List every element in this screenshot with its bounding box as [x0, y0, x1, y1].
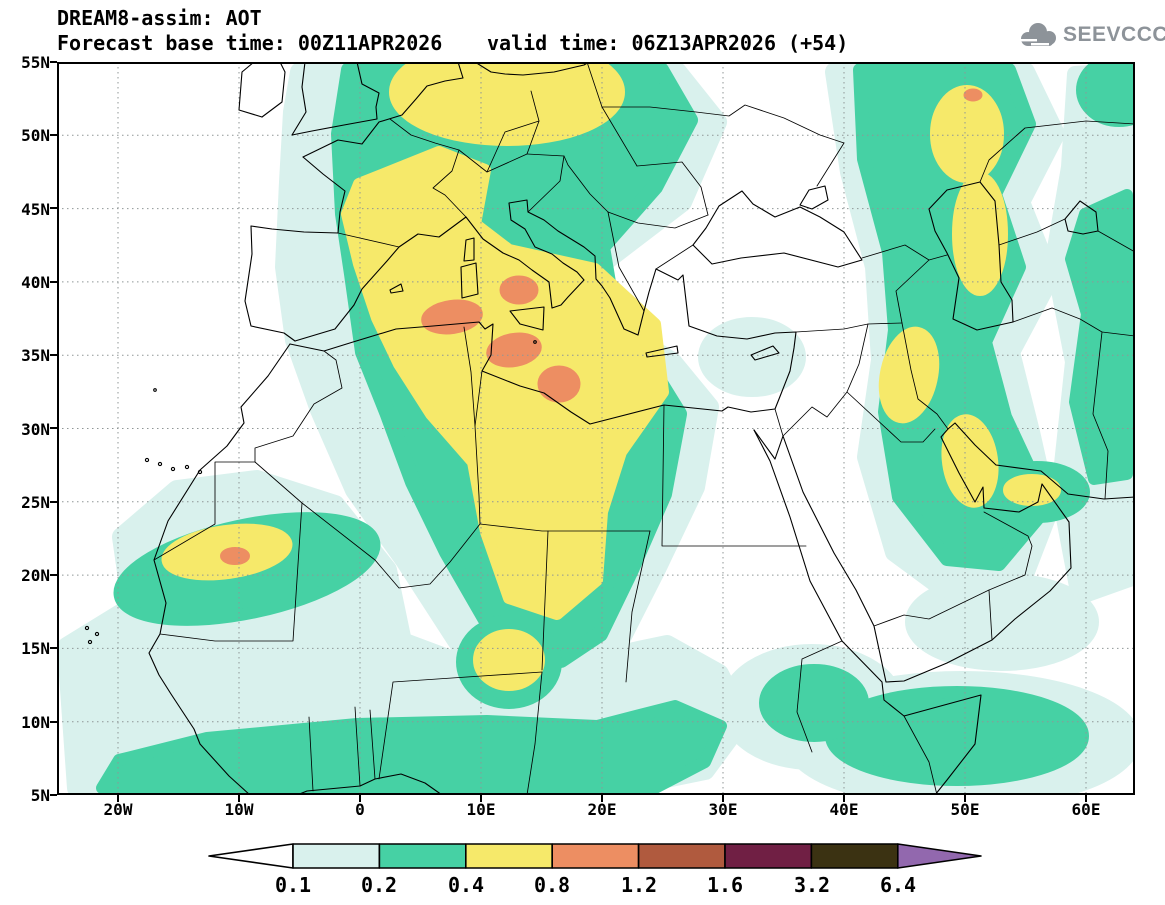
- lat-tick-label: 55N: [21, 53, 50, 72]
- tick-mark: [843, 795, 845, 802]
- tick-mark: [601, 795, 603, 802]
- lat-tick-label: 5N: [30, 786, 50, 805]
- tick-mark: [964, 795, 966, 802]
- seevccc-logo: SEEVCCC: [1015, 18, 1165, 52]
- lat-tick-label: 50N: [21, 126, 50, 145]
- colorbar-label: 0.1: [274, 873, 312, 897]
- logo-text: SEEVCCC: [1063, 23, 1165, 46]
- tick-mark: [50, 721, 57, 723]
- lat-tick-label: 30N: [21, 420, 50, 439]
- lat-tick-label: 15N: [21, 639, 50, 658]
- colorbar-label: 0.2: [360, 873, 398, 897]
- tick-mark: [50, 61, 57, 63]
- tick-mark: [50, 574, 57, 576]
- chart-title: DREAM8-assim: AOT: [57, 6, 262, 30]
- colorbar-left-arrow: [208, 843, 294, 869]
- lon-tick-label: 10W: [224, 800, 254, 819]
- tick-mark: [50, 647, 57, 649]
- tick-mark: [480, 795, 482, 802]
- lon-tick-label: 30E: [708, 800, 738, 819]
- colorbar-segment: [810, 843, 899, 869]
- tick-mark: [50, 281, 57, 283]
- lat-tick-label: 20N: [21, 566, 50, 585]
- tick-mark: [50, 134, 57, 136]
- colorbar-right-arrow: [896, 843, 982, 869]
- colorbar-label: 1.6: [706, 873, 744, 897]
- tick-mark: [50, 501, 57, 503]
- colorbar: [208, 843, 982, 869]
- tick-mark: [50, 207, 57, 209]
- map-frame: [57, 62, 1135, 795]
- lon-tick-label: 10E: [466, 800, 496, 819]
- lat-tick-label: 25N: [21, 493, 50, 512]
- colorbar-segment: [724, 843, 813, 869]
- colorbar-segment: [378, 843, 467, 869]
- forecast-base-time: Forecast base time: 00Z11APR2026: [57, 31, 443, 55]
- lat-tick-label: 40N: [21, 273, 50, 292]
- colorbar-label: 1.2: [620, 873, 658, 897]
- lon-tick-label: 60E: [1071, 800, 1101, 819]
- tick-mark: [50, 427, 57, 429]
- tick-mark: [50, 794, 57, 796]
- tick-mark: [722, 795, 724, 802]
- colorbar-segment: [464, 843, 553, 869]
- colorbar-segment: [637, 843, 726, 869]
- lon-tick-label: 20E: [587, 800, 617, 819]
- colorbar-segment: [551, 843, 640, 869]
- aot-fill-level-0p8: [220, 88, 983, 565]
- cloud-icon: [1021, 23, 1056, 46]
- map-canvas: [57, 62, 1135, 795]
- lat-tick-label: 35N: [21, 346, 50, 365]
- aot-fill-level-0p4: [161, 62, 1061, 691]
- colorbar-label: 0.4: [447, 873, 485, 897]
- valid-time: valid time: 06Z13APR2026 (+54): [487, 31, 849, 55]
- lat-tick-label: 45N: [21, 200, 50, 219]
- lon-tick-label: 20W: [103, 800, 133, 819]
- map-area: [57, 62, 1135, 795]
- lon-tick-label: 0: [355, 800, 365, 819]
- country-borders: [153, 62, 1135, 795]
- graticule: [57, 62, 1135, 795]
- colorbar-segment: [292, 843, 381, 869]
- lat-tick-label: 10N: [21, 713, 50, 732]
- coastlines: [84, 62, 1135, 795]
- tick-mark: [117, 795, 119, 802]
- tick-mark: [238, 795, 240, 802]
- lon-tick-label: 50E: [950, 800, 980, 819]
- tick-mark: [50, 354, 57, 356]
- tick-mark: [359, 795, 361, 802]
- tick-mark: [1085, 795, 1087, 802]
- colorbar-label: 6.4: [879, 873, 917, 897]
- lon-tick-label: 40E: [829, 800, 859, 819]
- colorbar-label: 3.2: [793, 873, 831, 897]
- colorbar-label: 0.8: [533, 873, 571, 897]
